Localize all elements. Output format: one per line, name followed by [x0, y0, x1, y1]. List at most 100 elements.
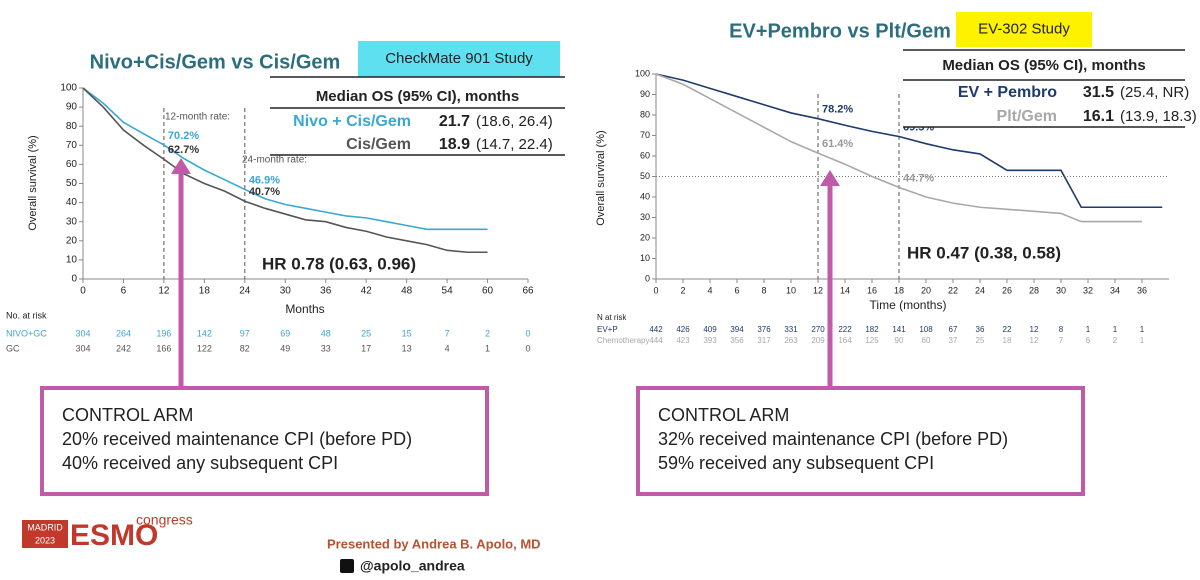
y-tick-label: 70 [66, 140, 78, 151]
presenter: Presented by Andrea B. Apolo, MD [327, 536, 541, 551]
study-label: EV-302 Study [978, 20, 1070, 37]
risk-count: 6 [1086, 336, 1091, 345]
risk-count: 25 [976, 336, 985, 345]
y-tick-label: 0 [71, 274, 77, 285]
y-tick-label: 10 [640, 253, 650, 263]
risk-count: 393 [703, 336, 717, 345]
risk-count: 444 [649, 336, 663, 345]
risk-count: 264 [116, 328, 131, 338]
risk-count: 36 [976, 325, 985, 334]
risk-count: 108 [919, 325, 933, 334]
control-box [40, 386, 489, 496]
risk-count: 1 [1113, 325, 1118, 334]
risk-count: 17 [361, 343, 371, 353]
y-axis-label: Overall survival (%) [27, 135, 39, 230]
control-text: CONTROL ARM [62, 405, 193, 425]
x-tick-label: 26 [1002, 285, 1012, 295]
x-tick-label: 8 [761, 285, 766, 295]
y-tick-label: 20 [66, 235, 78, 246]
risk-header: N at risk [597, 313, 627, 322]
rate-label: 78.2% [822, 104, 853, 116]
control-text: 40% received any subsequent CPI [62, 453, 338, 473]
rate-label: 70.2% [168, 130, 199, 142]
study-badge [358, 41, 560, 77]
study-badge [956, 12, 1092, 47]
x-tick-label: 6 [121, 286, 127, 297]
control-text: 59% received any subsequent CPI [658, 453, 934, 473]
risk-count: 141 [892, 325, 906, 334]
table-header: Median OS (95% CI), months [316, 88, 519, 105]
hazard-ratio: HR 0.78 (0.63, 0.96) [262, 254, 416, 273]
arm-name: Nivo + Cis/Gem [293, 113, 411, 130]
median-ci: (14.7, 22.4) [476, 136, 553, 153]
chart-title: Nivo+Cis/Gem vs Cis/Gem [90, 51, 341, 73]
risk-count: 82 [240, 343, 250, 353]
risk-count: 25 [361, 328, 371, 338]
x-axis-label: Months [285, 302, 324, 316]
median-value: 16.1 [1083, 108, 1114, 125]
rate-label: 62.7% [168, 144, 199, 156]
arrow-head [820, 170, 840, 186]
risk-name: GC [6, 343, 20, 353]
logo-year: 2023 [35, 535, 55, 545]
risk-count: 376 [757, 325, 771, 334]
risk-count: 196 [156, 328, 171, 338]
risk-count: 48 [321, 328, 331, 338]
hazard-ratio: HR 0.47 (0.38, 0.58) [907, 243, 1061, 262]
risk-count: 90 [895, 336, 904, 345]
x-tick-label: 20 [921, 285, 931, 295]
rate-label: 46.9% [249, 174, 280, 186]
km-chart: EV+Pembro vs Plt/Gem EV-302 Study01020304… [595, 12, 1197, 496]
risk-count: 13 [402, 343, 412, 353]
risk-count: 15 [402, 328, 412, 338]
risk-count: 122 [197, 343, 212, 353]
x-tick-label: 4 [707, 285, 712, 295]
footer: MADRID 2023 ESMO congress Presented by A… [22, 512, 541, 574]
risk-count: 394 [730, 325, 744, 334]
table-header: Median OS (95% CI), months [942, 57, 1145, 74]
risk-count: 423 [676, 336, 690, 345]
x-tick-label: 12 [158, 286, 170, 297]
arm-name: Cis/Gem [346, 136, 411, 153]
logo-city: MADRID [27, 522, 63, 532]
x-tick-label: 18 [894, 285, 904, 295]
y-tick-label: 70 [640, 130, 650, 140]
risk-count: 166 [156, 343, 171, 353]
x-axis-label: Time (months) [870, 298, 947, 312]
survival-curve [82, 87, 488, 254]
study-label: CheckMate 901 Study [385, 50, 533, 67]
risk-name: EV+P [597, 325, 618, 334]
risk-count: 60 [922, 336, 931, 345]
risk-count: 18 [1003, 336, 1012, 345]
x-tick-label: 30 [1056, 285, 1066, 295]
y-tick-label: 60 [640, 150, 650, 160]
median-value: 21.7 [439, 113, 470, 130]
risk-count: 304 [75, 328, 90, 338]
y-tick-label: 50 [640, 171, 650, 181]
rate-label: 44.7% [903, 172, 934, 184]
risk-count: 69 [280, 328, 290, 338]
x-tick-label: 28 [1029, 285, 1039, 295]
risk-count: 222 [838, 325, 852, 334]
risk-count: 1 [1140, 336, 1145, 345]
rate-note: 12-month rate: [165, 112, 230, 123]
control-text: 32% received maintenance CPI (before PD) [658, 429, 1008, 449]
risk-count: 442 [649, 325, 663, 334]
risk-count: 2 [485, 328, 490, 338]
risk-count: 304 [75, 343, 90, 353]
y-tick-label: 90 [640, 89, 650, 99]
y-tick-label: 100 [60, 83, 77, 94]
logo-main: ESMO [70, 519, 158, 552]
risk-name: Chemotherapy [597, 336, 649, 345]
chart-title: EV+Pembro vs Plt/Gem [729, 20, 951, 42]
x-tick-label: 2 [680, 285, 685, 295]
risk-count: 2 [1113, 336, 1118, 345]
risk-count: 209 [811, 336, 825, 345]
x-tick-label: 0 [653, 285, 658, 295]
x-tick-label: 22 [948, 285, 958, 295]
survival-curve [82, 87, 488, 231]
risk-count: 125 [865, 336, 879, 345]
x-tick-label: 18 [199, 286, 211, 297]
y-tick-label: 0 [645, 273, 650, 283]
risk-count: 37 [949, 336, 958, 345]
